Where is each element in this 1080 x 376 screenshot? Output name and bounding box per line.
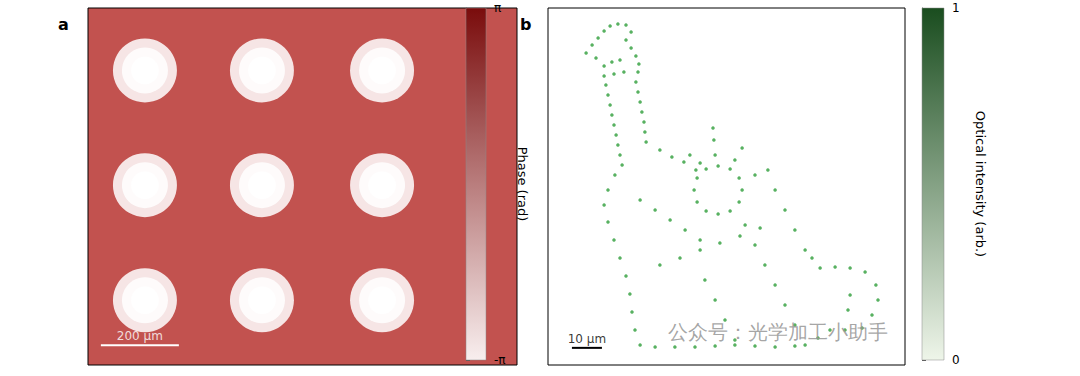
svg-text:b: b — [520, 15, 531, 34]
svg-text:Phase (rad): Phase (rad) — [515, 147, 530, 222]
svg-text:公众号：光学加工小助手: 公众号：光学加工小助手 — [668, 320, 888, 344]
svg-text:1: 1 — [952, 1, 960, 15]
svg-text:π: π — [494, 1, 501, 15]
svg-text:a: a — [58, 15, 69, 34]
svg-text:Optical intensity (arb.): Optical intensity (arb.) — [973, 111, 988, 257]
svg-text:10 μm: 10 μm — [568, 332, 606, 346]
svg-text:0: 0 — [952, 353, 960, 367]
svg-text:200 μm: 200 μm — [117, 329, 163, 343]
svg-text:-π: -π — [494, 353, 506, 367]
